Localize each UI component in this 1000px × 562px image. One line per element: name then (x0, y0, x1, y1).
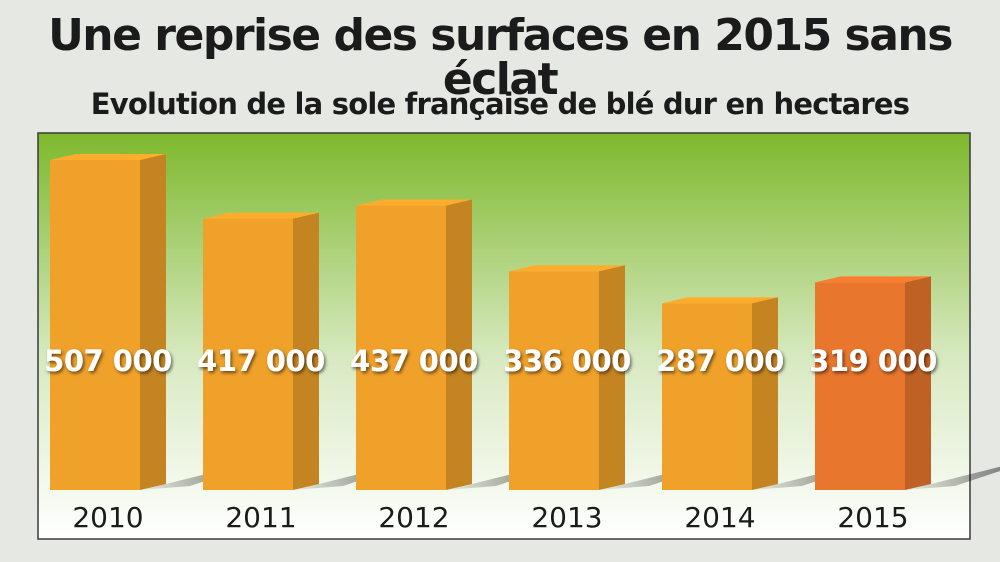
bar-value-label: 437 000 (350, 344, 478, 378)
bar-value-label: 507 000 (44, 344, 172, 378)
x-tick-label: 2014 (684, 501, 755, 534)
x-tick-label: 2011 (225, 501, 296, 534)
bar-front (662, 303, 752, 490)
bar-top (203, 212, 319, 219)
bar-top (356, 199, 472, 206)
chart-subtitle: Evolution de la sole française de blé du… (90, 87, 910, 121)
bar-side (599, 265, 625, 490)
x-tick-label: 2013 (531, 501, 602, 534)
bar-value-label: 319 000 (809, 344, 937, 378)
bar-side (293, 212, 319, 490)
bar-side (140, 154, 166, 490)
x-tick-label: 2010 (72, 501, 143, 534)
x-tick-label: 2012 (378, 501, 449, 534)
plot-background (37, 132, 971, 540)
bar-value-label: 417 000 (197, 344, 325, 378)
bar-top (662, 297, 778, 304)
x-tick-label: 2015 (837, 501, 908, 534)
bar-top (509, 265, 625, 272)
bar-front (356, 205, 446, 490)
bar-top (815, 276, 931, 283)
bar-shadow (905, 466, 1000, 490)
chart-title: Une reprise des surfaces en 2015 sans éc… (48, 10, 953, 105)
bar-front (509, 271, 599, 490)
bar-value-label: 336 000 (503, 344, 631, 378)
bar-value-label: 287 000 (656, 344, 784, 378)
bar-top (50, 154, 166, 160)
bar-side (446, 199, 472, 490)
bar-side (752, 297, 778, 490)
bar-front (815, 282, 905, 490)
bar-side (905, 276, 931, 490)
bar-front (50, 160, 140, 490)
bar-front (203, 218, 293, 490)
